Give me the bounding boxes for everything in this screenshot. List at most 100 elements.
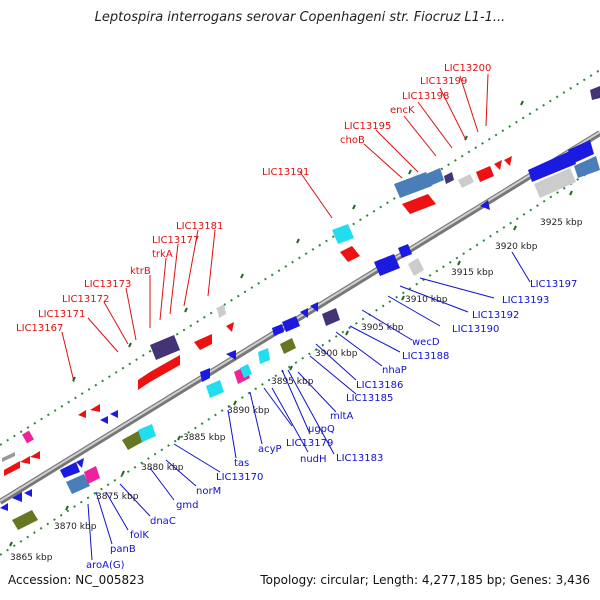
- gene-feature: [226, 322, 234, 332]
- gene-feature: [426, 168, 444, 186]
- gene-feature: [444, 172, 454, 184]
- gene-feature: [164, 355, 180, 374]
- gene-feature: [150, 335, 180, 360]
- gene-label: LIC13200: [444, 63, 491, 74]
- upper-label-connectors: [61, 73, 489, 383]
- gene-feature: [398, 244, 412, 258]
- upper-features: [2, 86, 600, 476]
- gene-label: LIC13177: [152, 235, 199, 246]
- gene-label: encK: [390, 105, 415, 116]
- gene-feature: [12, 492, 22, 502]
- gene-feature: [0, 503, 8, 511]
- gene-label: LIC13197: [530, 279, 577, 290]
- gene-feature: [282, 316, 300, 332]
- gene-feature: [240, 364, 252, 378]
- gene-label: LIC13179: [286, 438, 333, 449]
- gene-feature: [200, 368, 210, 382]
- gene-label: LIC13183: [336, 453, 383, 464]
- kbp-label: 3885 kbp: [183, 433, 226, 443]
- gene-feature: [24, 489, 32, 497]
- kbp-label: 3890 kbp: [227, 406, 270, 416]
- gene-feature: [258, 348, 270, 364]
- gene-feature: [408, 258, 424, 276]
- gene-label: LIC13190: [452, 324, 499, 335]
- gene-label: wecD: [412, 337, 440, 348]
- genome-backbone-highlight: [0, 131, 600, 502]
- gene-label: LIC13173: [84, 279, 131, 290]
- gene-label: LIC13181: [176, 221, 223, 232]
- kbp-label: 3900 kbp: [315, 349, 358, 359]
- upper-dotted-line: [0, 69, 600, 446]
- kbp-label: 3865 kbp: [10, 553, 53, 563]
- gene-label: tas: [234, 458, 249, 469]
- gene-feature: [574, 156, 600, 178]
- gene-feature: [534, 168, 576, 198]
- gene-feature: [226, 350, 236, 360]
- gene-label: LIC13171: [38, 309, 85, 320]
- lower-label-connectors: [87, 251, 531, 561]
- gene-label: nudH: [300, 454, 327, 465]
- gene-feature: [494, 160, 502, 170]
- gene-feature: [30, 451, 40, 459]
- gene-feature: [332, 224, 354, 244]
- gene-label: LIC13172: [62, 294, 109, 305]
- gene-feature: [217, 304, 226, 318]
- lower-dotted-line: [0, 164, 600, 556]
- gene-feature: [90, 404, 100, 412]
- gene-label: mltA: [330, 411, 353, 422]
- gene-feature: [76, 458, 84, 468]
- gene-feature: [110, 410, 118, 418]
- gene-feature: [590, 86, 600, 100]
- gene-label: LIC13185: [346, 393, 393, 404]
- gene-label: LIC13193: [502, 295, 549, 306]
- gene-feature: [138, 372, 150, 390]
- gene-feature: [374, 254, 400, 276]
- gene-label: acyP: [258, 444, 282, 455]
- kbp-label: 3925 kbp: [540, 218, 583, 228]
- lower-major-ticks: [9, 190, 573, 547]
- gene-feature: [84, 466, 100, 484]
- gene-label: dnaC: [150, 516, 176, 527]
- gene-label: choB: [340, 135, 365, 146]
- gene-feature: [340, 246, 360, 262]
- gene-label: LIC13195: [344, 121, 391, 132]
- kbp-label: 3895 kbp: [271, 377, 314, 387]
- gene-feature: [100, 416, 108, 424]
- lower-labels: aroA(G) panB folK dnaC gmd norM LIC13170…: [86, 279, 577, 571]
- kbp-label: 3880 kbp: [141, 463, 184, 473]
- kbp-labels: 3865 kbp 3870 kbp 3875 kbp 3880 kbp 3885…: [10, 218, 583, 563]
- map-title: Leptospira interrogans serovar Copenhage…: [94, 10, 506, 25]
- gene-label: panB: [110, 544, 136, 555]
- gene-feature: [20, 456, 30, 464]
- gene-feature: [22, 430, 34, 444]
- gene-label: LIC13191: [262, 167, 309, 178]
- gene-label: LIC13186: [356, 380, 403, 391]
- kbp-label: 3915 kbp: [451, 268, 494, 278]
- gene-label: norM: [196, 486, 221, 497]
- gene-feature: [272, 324, 284, 336]
- gene-feature: [300, 308, 308, 318]
- gene-feature: [206, 380, 224, 398]
- kbp-label: 3870 kbp: [54, 522, 97, 532]
- gene-feature: [4, 461, 20, 476]
- kbp-label: 3905 kbp: [361, 323, 404, 333]
- gene-feature: [60, 462, 80, 478]
- gene-feature: [78, 410, 86, 418]
- gene-label: folK: [130, 530, 149, 541]
- gene-label: ugpQ: [308, 424, 335, 435]
- upper-labels: LIC13167 LIC13171 LIC13172 LIC13173 ktrB…: [16, 63, 491, 334]
- gene-label: trkA: [152, 249, 173, 260]
- gene-feature: [402, 194, 436, 214]
- kbp-label: 3875 kbp: [96, 492, 139, 502]
- lower-features: [0, 156, 600, 530]
- gene-label: ktrB: [130, 266, 151, 277]
- gene-feature: [394, 172, 432, 198]
- gene-feature: [12, 510, 38, 530]
- gene-label: LIC13199: [420, 76, 467, 87]
- gene-label: LIC13198: [402, 91, 449, 102]
- upper-major-ticks: [72, 100, 524, 382]
- gene-feature: [458, 174, 474, 188]
- gene-label: LIC13188: [402, 351, 449, 362]
- gene-label: LIC13192: [472, 310, 519, 321]
